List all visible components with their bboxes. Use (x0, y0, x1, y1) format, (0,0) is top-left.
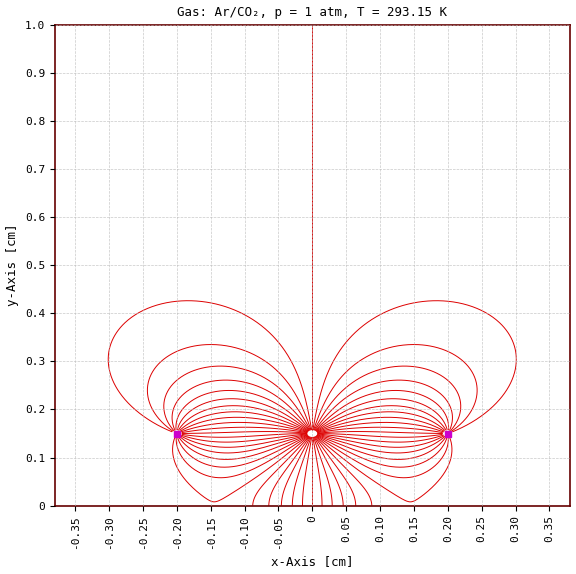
X-axis label: x-Axis [cm]: x-Axis [cm] (271, 554, 354, 568)
Y-axis label: y-Axis [cm]: y-Axis [cm] (6, 224, 19, 307)
Title: Gas: Ar/CO₂, p = 1 atm, T = 293.15 K: Gas: Ar/CO₂, p = 1 atm, T = 293.15 K (177, 6, 447, 20)
